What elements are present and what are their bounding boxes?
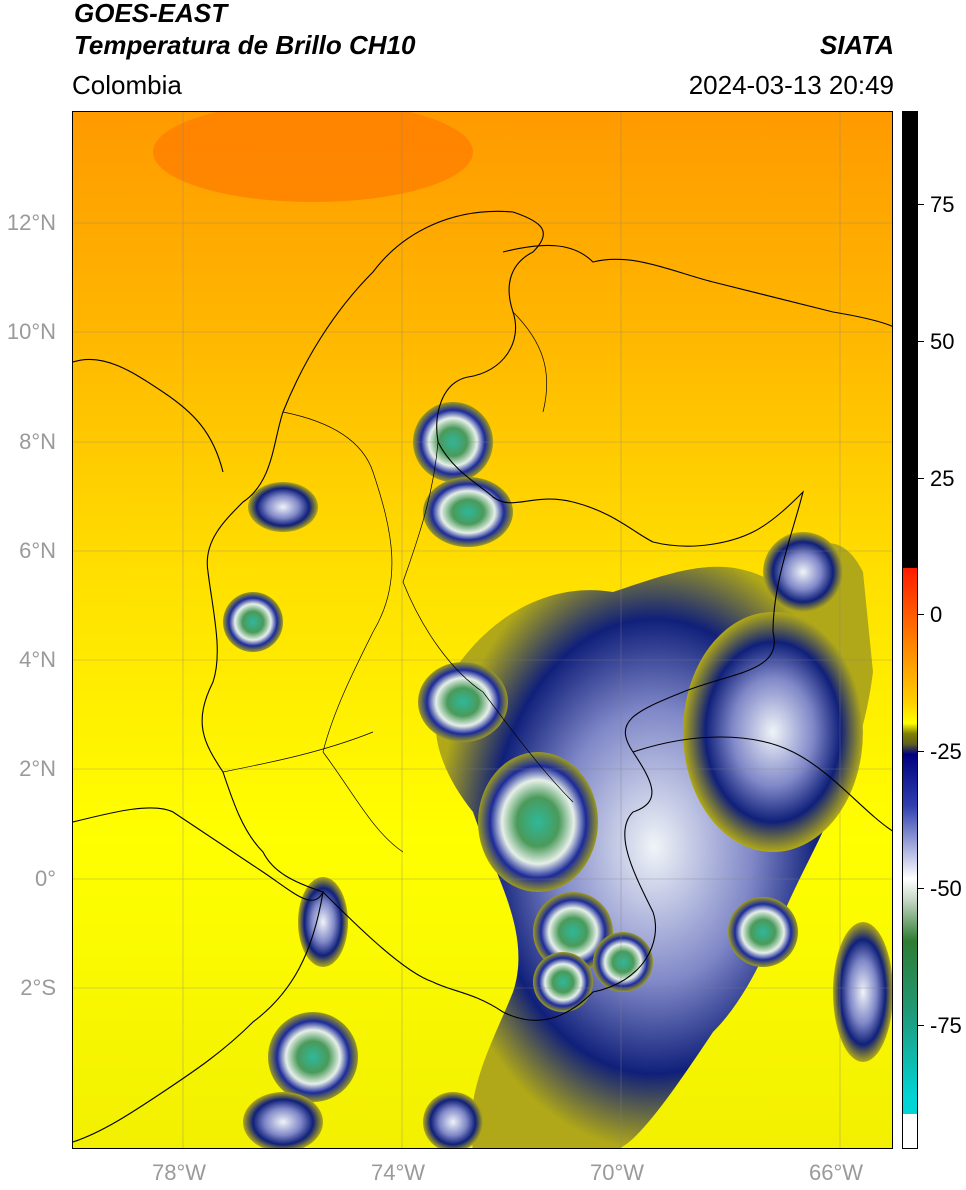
panama-border [73,358,224,473]
datetime-label: 2024-03-13 20:49 [688,70,894,100]
colorbar-tick-75: 75 [917,192,955,217]
lat-label-0: 0° [34,866,56,891]
brazil-border [632,736,892,832]
colorbar-tick-50: 50 [917,329,955,354]
warm-region [153,112,473,202]
satellite-map[interactable] [72,111,893,1149]
department-lines [222,311,574,853]
venezuela-border [502,244,892,327]
agency-label: SIATA [819,30,894,60]
region-label: Colombia [72,70,182,100]
ecuador-border [73,807,324,901]
lat-label-8n: 8°N [19,429,56,454]
colorbar [902,111,918,1149]
colorbar-tick-0: 0 [917,602,943,627]
lat-label-10n: 10°N [6,319,56,344]
lat-label-4n: 4°N [19,647,56,672]
lat-label-2s: 2°S [20,975,56,1000]
lon-label-74w: 74°W [371,1160,426,1185]
gridlines [73,112,892,1148]
peru-border [73,891,324,1143]
lat-label-12n: 12°N [6,210,56,235]
colorbar-tick-minus75: -75 [918,1013,962,1038]
satellite-title: GOES-EAST [74,0,228,28]
lat-label-6n: 6°N [19,538,56,563]
borders [73,210,892,1143]
lon-label-70w: 70°W [590,1160,645,1185]
lon-label-66w: 66°W [809,1160,864,1185]
lat-label-2n: 2°N [19,756,56,781]
colorbar-tick-minus50: -50 [918,876,962,901]
lon-label-78w: 78°W [152,1160,207,1185]
cloud-clusters [223,402,892,1148]
colorbar-tick-minus25: -25 [918,739,962,764]
product-title: Temperatura de Brillo CH10 [74,30,416,60]
map-canvas [73,112,892,1148]
colorbar-tick-25: 25 [917,466,955,491]
